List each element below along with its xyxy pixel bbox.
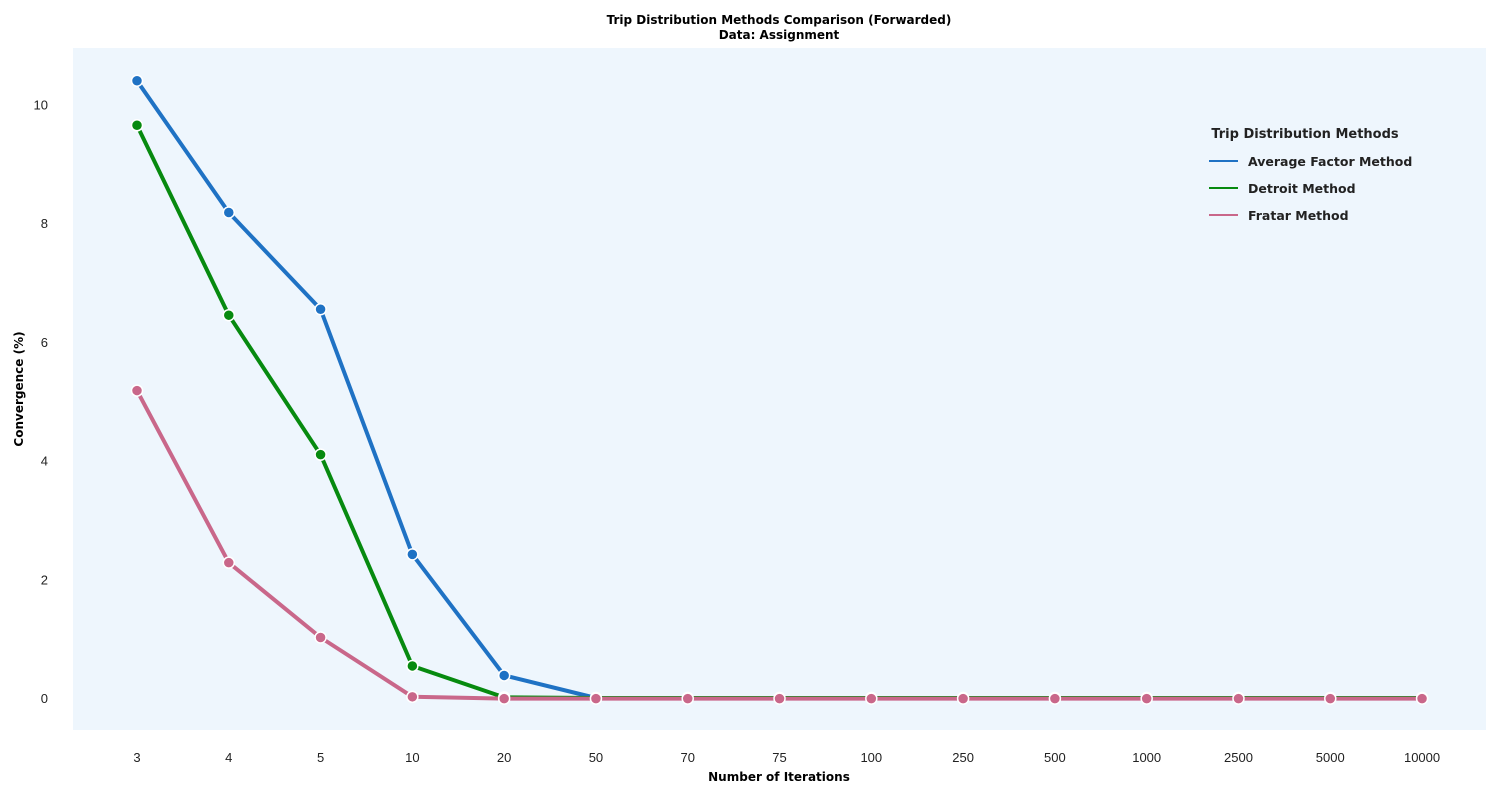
y-axis-ticks: 0 2 4 6 8 10 (34, 98, 48, 707)
data-point (497, 692, 511, 705)
data-point (1232, 692, 1245, 705)
data-point (1140, 692, 1153, 705)
legend-item-label: Fratar Method (1248, 208, 1349, 223)
legend-item-label: Detroit Method (1248, 181, 1356, 196)
data-point (1324, 692, 1337, 705)
plot-background (73, 48, 1486, 730)
x-tick-label: 1000 (1132, 750, 1161, 765)
data-point (1415, 692, 1429, 705)
series-2 (130, 384, 1429, 705)
data-point (773, 692, 786, 705)
chart-title: Trip Distribution Methods Comparison (Fo… (607, 13, 952, 27)
data-point (314, 631, 327, 644)
chart-subtitle: Data: Assignment (719, 28, 840, 42)
series-layer (130, 74, 1429, 705)
legend-title: Trip Distribution Methods (1211, 127, 1399, 142)
x-tick-label: 3 (133, 750, 140, 765)
data-point (497, 669, 511, 682)
data-point (1048, 692, 1062, 705)
x-tick-label: 250 (952, 750, 974, 765)
x-tick-label: 50 (589, 750, 603, 765)
data-point (589, 692, 603, 705)
y-tick-label: 2 (41, 572, 48, 587)
data-point (956, 692, 970, 705)
x-axis-title: Number of Iterations (708, 770, 850, 784)
y-tick-label: 8 (41, 216, 48, 231)
x-axis-ticks: 3 4 5 10 20 50 70 75 100 250 500 1000 2500 5000 10000 (133, 750, 1440, 765)
x-tick-label: 2500 (1224, 750, 1253, 765)
data-point (222, 206, 236, 219)
data-point (222, 556, 236, 569)
legend-item-label: Average Factor Method (1248, 154, 1412, 169)
data-point (222, 308, 236, 322)
x-tick-label: 20 (497, 750, 511, 765)
data-point (865, 692, 878, 705)
data-point (314, 303, 327, 316)
x-tick-label: 500 (1044, 750, 1066, 765)
x-tick-label: 10 (405, 750, 419, 765)
data-point (314, 448, 327, 461)
data-point (406, 548, 419, 561)
y-tick-label: 6 (41, 335, 48, 350)
x-tick-label: 100 (860, 750, 882, 765)
y-tick-label: 0 (41, 691, 48, 706)
y-axis-title: Convergence (%) (12, 331, 26, 446)
data-point (681, 692, 694, 705)
data-point (406, 659, 419, 673)
x-tick-label: 4 (225, 750, 232, 765)
x-tick-label: 75 (772, 750, 786, 765)
data-point (130, 119, 144, 132)
x-tick-label: 70 (681, 750, 695, 765)
x-tick-label: 5 (317, 750, 324, 765)
data-point (406, 690, 419, 704)
y-tick-label: 10 (34, 98, 48, 113)
data-point (130, 74, 144, 88)
legend: Trip Distribution Methods Average Factor… (1209, 127, 1412, 223)
x-tick-label: 5000 (1316, 750, 1345, 765)
x-tick-label: 10000 (1404, 750, 1440, 765)
data-point (130, 384, 144, 397)
y-tick-label: 4 (41, 454, 48, 469)
